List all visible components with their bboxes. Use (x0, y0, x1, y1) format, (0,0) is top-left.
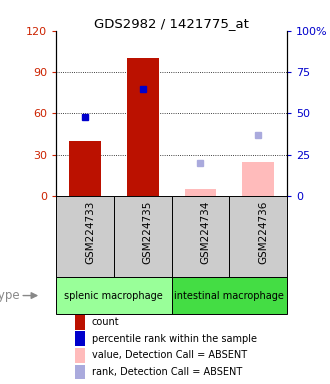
Bar (75, 364, 85, 379)
Text: splenic macrophage: splenic macrophage (64, 291, 163, 301)
Text: percentile rank within the sample: percentile rank within the sample (92, 334, 257, 344)
Text: GSM224733: GSM224733 (85, 200, 95, 264)
Text: value, Detection Call = ABSENT: value, Detection Call = ABSENT (92, 350, 247, 360)
Text: cell type: cell type (0, 289, 19, 302)
Title: GDS2982 / 1421775_at: GDS2982 / 1421775_at (94, 17, 249, 30)
Bar (229, 196, 287, 277)
Bar (242, 162, 274, 196)
Bar (172, 196, 229, 277)
Bar (75, 315, 85, 329)
Bar (69, 141, 101, 196)
Bar (127, 58, 159, 196)
Text: GSM224734: GSM224734 (201, 200, 211, 264)
Text: count: count (92, 317, 119, 327)
Text: rank, Detection Call = ABSENT: rank, Detection Call = ABSENT (92, 367, 242, 377)
Bar (56, 196, 114, 277)
Bar (172, 277, 287, 314)
Bar (75, 348, 85, 362)
Bar (114, 196, 172, 277)
Bar (184, 189, 216, 196)
Bar (75, 331, 85, 346)
Text: GSM224736: GSM224736 (258, 200, 268, 264)
Bar (56, 277, 172, 314)
Text: intestinal macrophage: intestinal macrophage (175, 291, 284, 301)
Text: GSM224735: GSM224735 (143, 200, 153, 264)
